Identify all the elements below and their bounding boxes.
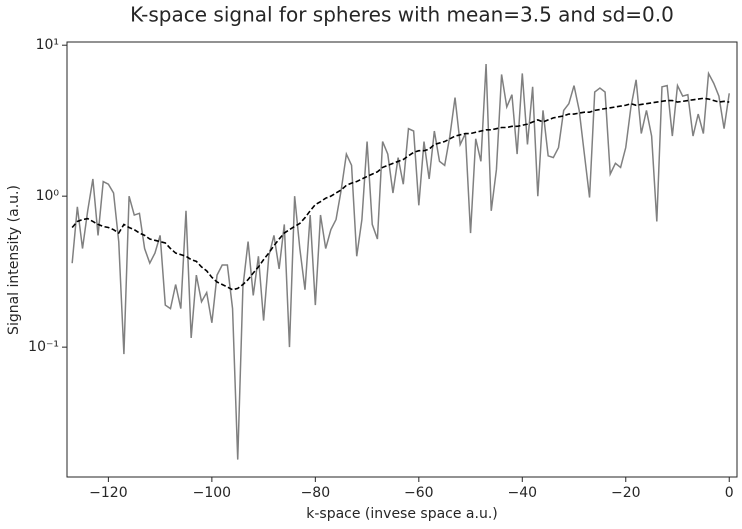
data-line [71, 64, 730, 460]
x-tick-label: −40 [508, 485, 538, 501]
y-tick-label: 10⁰ [36, 188, 60, 204]
x-tick-label: −80 [301, 485, 331, 501]
data-line [71, 97, 730, 291]
y-tick-label: 10⁻¹ [28, 339, 59, 355]
x-tick-label: −120 [89, 485, 127, 501]
x-tick-label: −100 [193, 485, 231, 501]
x-tick-label: −20 [611, 485, 641, 501]
x-tick-label: 0 [725, 485, 734, 501]
chart-title: K-space signal for spheres with mean=3.5… [130, 3, 674, 27]
y-axis-label: Signal intensity (a.u.) [6, 185, 22, 335]
x-tick-label: −60 [404, 485, 434, 501]
x-axis-label: k-space (invese space a.u.) [306, 506, 498, 522]
plot-frame [66, 41, 738, 478]
y-tick-label: 10¹ [36, 37, 59, 53]
